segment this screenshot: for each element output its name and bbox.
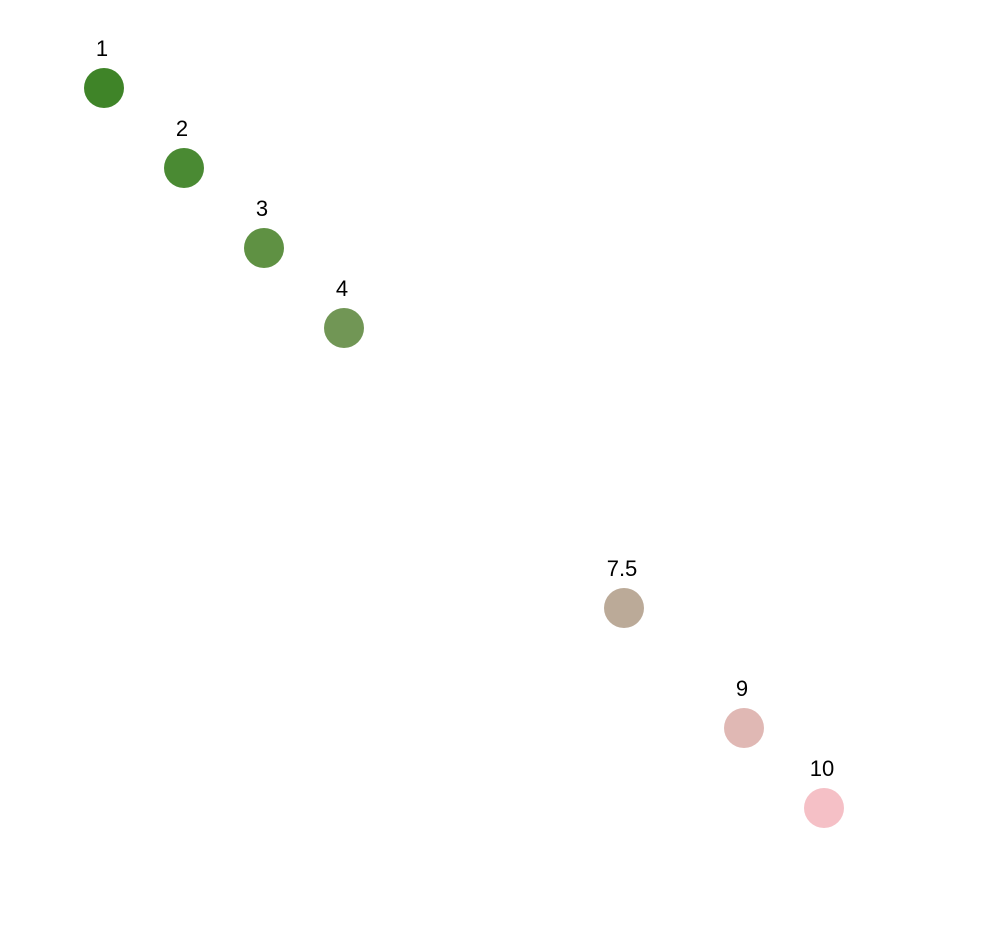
data-point-label: 1 bbox=[96, 36, 108, 61]
data-point-group: 1 bbox=[84, 36, 124, 108]
data-point bbox=[604, 588, 644, 628]
data-point bbox=[244, 228, 284, 268]
data-point bbox=[324, 308, 364, 348]
data-point-label: 7.5 bbox=[607, 556, 638, 581]
data-point-label: 2 bbox=[176, 116, 188, 141]
data-point-label: 3 bbox=[256, 196, 268, 221]
data-point bbox=[804, 788, 844, 828]
data-point bbox=[84, 68, 124, 108]
data-point-group: 7.5 bbox=[604, 556, 644, 628]
data-point-group: 4 bbox=[324, 276, 364, 348]
data-point-group: 3 bbox=[244, 196, 284, 268]
data-point-group: 2 bbox=[164, 116, 204, 188]
data-point-label: 9 bbox=[736, 676, 748, 701]
data-point-label: 10 bbox=[810, 756, 834, 781]
data-point bbox=[724, 708, 764, 748]
data-point-label: 4 bbox=[336, 276, 348, 301]
data-point-group: 10 bbox=[804, 756, 844, 828]
data-point bbox=[164, 148, 204, 188]
data-point-group: 9 bbox=[724, 676, 764, 748]
